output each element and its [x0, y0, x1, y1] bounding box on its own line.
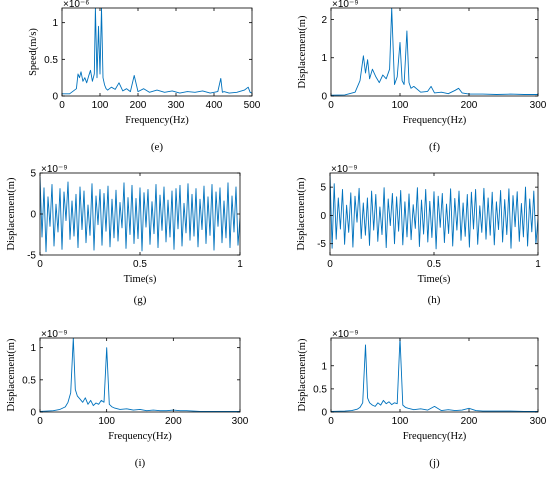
- x-tick-label-f-1: 100: [392, 100, 409, 111]
- y-axis-title-j: Displacement(m): [297, 338, 308, 411]
- x-axis-title-e: Frequency(Hz): [125, 115, 189, 126]
- panel-label-f: (f): [429, 141, 440, 153]
- x-axis-title-h: Time(s): [418, 274, 451, 285]
- x-tick-label-j-2: 200: [461, 416, 478, 427]
- x-tick-label-e-5: 500: [244, 100, 261, 111]
- x-tick-label-f-0: 0: [328, 100, 334, 111]
- y-tick-label-e-2: 1: [52, 18, 58, 29]
- panel-label-e: (e): [151, 141, 164, 153]
- axes-box-h: [329, 172, 539, 256]
- x-tick-label-j-0: 0: [328, 416, 334, 427]
- series-line-i-0: [40, 338, 240, 412]
- multiplier-label-j: ×10⁻⁹: [332, 329, 359, 340]
- x-tick-label-i-0: 0: [37, 416, 43, 427]
- y-tick-label-h-2: 5: [320, 183, 326, 194]
- y-tick-label-g-0: -5: [27, 251, 36, 262]
- x-tick-label-e-2: 200: [130, 100, 147, 111]
- y-tick-label-g-2: 5: [30, 169, 36, 180]
- series-line-g-0: [40, 177, 240, 253]
- y-tick-label-e-0: 0: [52, 92, 58, 103]
- x-tick-label-i-3: 300: [232, 416, 249, 427]
- x-tick-label-g-0: 0: [37, 259, 43, 270]
- panel-label-h: (h): [428, 294, 441, 306]
- x-tick-label-h-0: 0: [327, 259, 333, 270]
- y-tick-label-f-2: 2: [321, 15, 327, 26]
- x-tick-label-e-0: 0: [59, 100, 65, 111]
- y-tick-label-h-0: -5: [317, 239, 326, 250]
- x-tick-label-g-1: 0.5: [133, 259, 147, 270]
- series-line-e-0: [62, 8, 252, 95]
- y-axis-title-g: Displacement(m): [6, 177, 17, 250]
- multiplier-label-f: ×10⁻⁹: [332, 0, 359, 10]
- x-axis-title-j: Frequency(Hz): [403, 431, 467, 442]
- x-tick-label-h-1: 0.5: [427, 259, 441, 270]
- y-tick-label-j-0: 0: [321, 408, 327, 419]
- x-tick-label-e-4: 400: [206, 100, 223, 111]
- axes-box-e: [61, 7, 253, 97]
- x-tick-label-e-1: 100: [92, 100, 109, 111]
- y-tick-label-i-0: 0: [30, 408, 36, 419]
- multiplier-label-g: ×10⁻⁹: [41, 164, 68, 175]
- y-axis-title-f: Displacement(m): [297, 15, 308, 88]
- series-line-j-0: [331, 338, 538, 412]
- axes-box-i: [39, 337, 241, 413]
- x-tick-label-e-3: 300: [168, 100, 185, 111]
- y-tick-label-i-2: 1: [30, 343, 36, 354]
- x-tick-label-h-2: 1: [535, 259, 541, 270]
- panel-label-g: (g): [134, 294, 147, 306]
- axes-box-j: [330, 337, 539, 413]
- y-tick-label-j-2: 1: [321, 361, 327, 372]
- axes-box-g: [39, 172, 241, 256]
- panel-label-i: (i): [135, 457, 146, 469]
- x-tick-label-g-2: 1: [237, 259, 243, 270]
- y-tick-label-g-1: 0: [30, 210, 36, 221]
- x-tick-label-j-3: 300: [530, 416, 547, 427]
- y-axis-title-i: Displacement(m): [6, 338, 17, 411]
- panel-label-j: (j): [429, 457, 440, 469]
- series-line-f-0: [331, 8, 538, 96]
- y-tick-label-i-1: 0.5: [22, 375, 36, 386]
- x-tick-label-i-1: 100: [98, 416, 115, 427]
- x-tick-label-f-2: 200: [461, 100, 478, 111]
- y-tick-label-f-1: 1: [321, 53, 327, 64]
- series-line-h-0: [330, 174, 538, 250]
- x-tick-label-j-1: 100: [392, 416, 409, 427]
- y-axis-title-h: Displacement(m): [296, 177, 307, 250]
- x-axis-title-i: Frequency(Hz): [108, 431, 172, 442]
- x-axis-title-g: Time(s): [124, 274, 157, 285]
- y-axis-title-e: Speed(m/s): [28, 28, 39, 76]
- y-tick-label-h-1: 0: [320, 211, 326, 222]
- multiplier-label-e: ×10⁻⁶: [63, 0, 89, 10]
- x-tick-label-f-3: 300: [530, 100, 547, 111]
- y-tick-label-f-0: 0: [321, 92, 327, 103]
- multiplier-label-i: ×10⁻⁹: [41, 329, 68, 340]
- multiplier-label-h: ×10⁻⁹: [331, 164, 358, 175]
- y-tick-label-j-1: 0.5: [313, 384, 327, 395]
- axes-box-f: [330, 7, 539, 97]
- x-axis-title-f: Frequency(Hz): [403, 115, 467, 126]
- x-tick-label-i-2: 200: [165, 416, 182, 427]
- y-tick-label-e-1: 0.5: [44, 55, 58, 66]
